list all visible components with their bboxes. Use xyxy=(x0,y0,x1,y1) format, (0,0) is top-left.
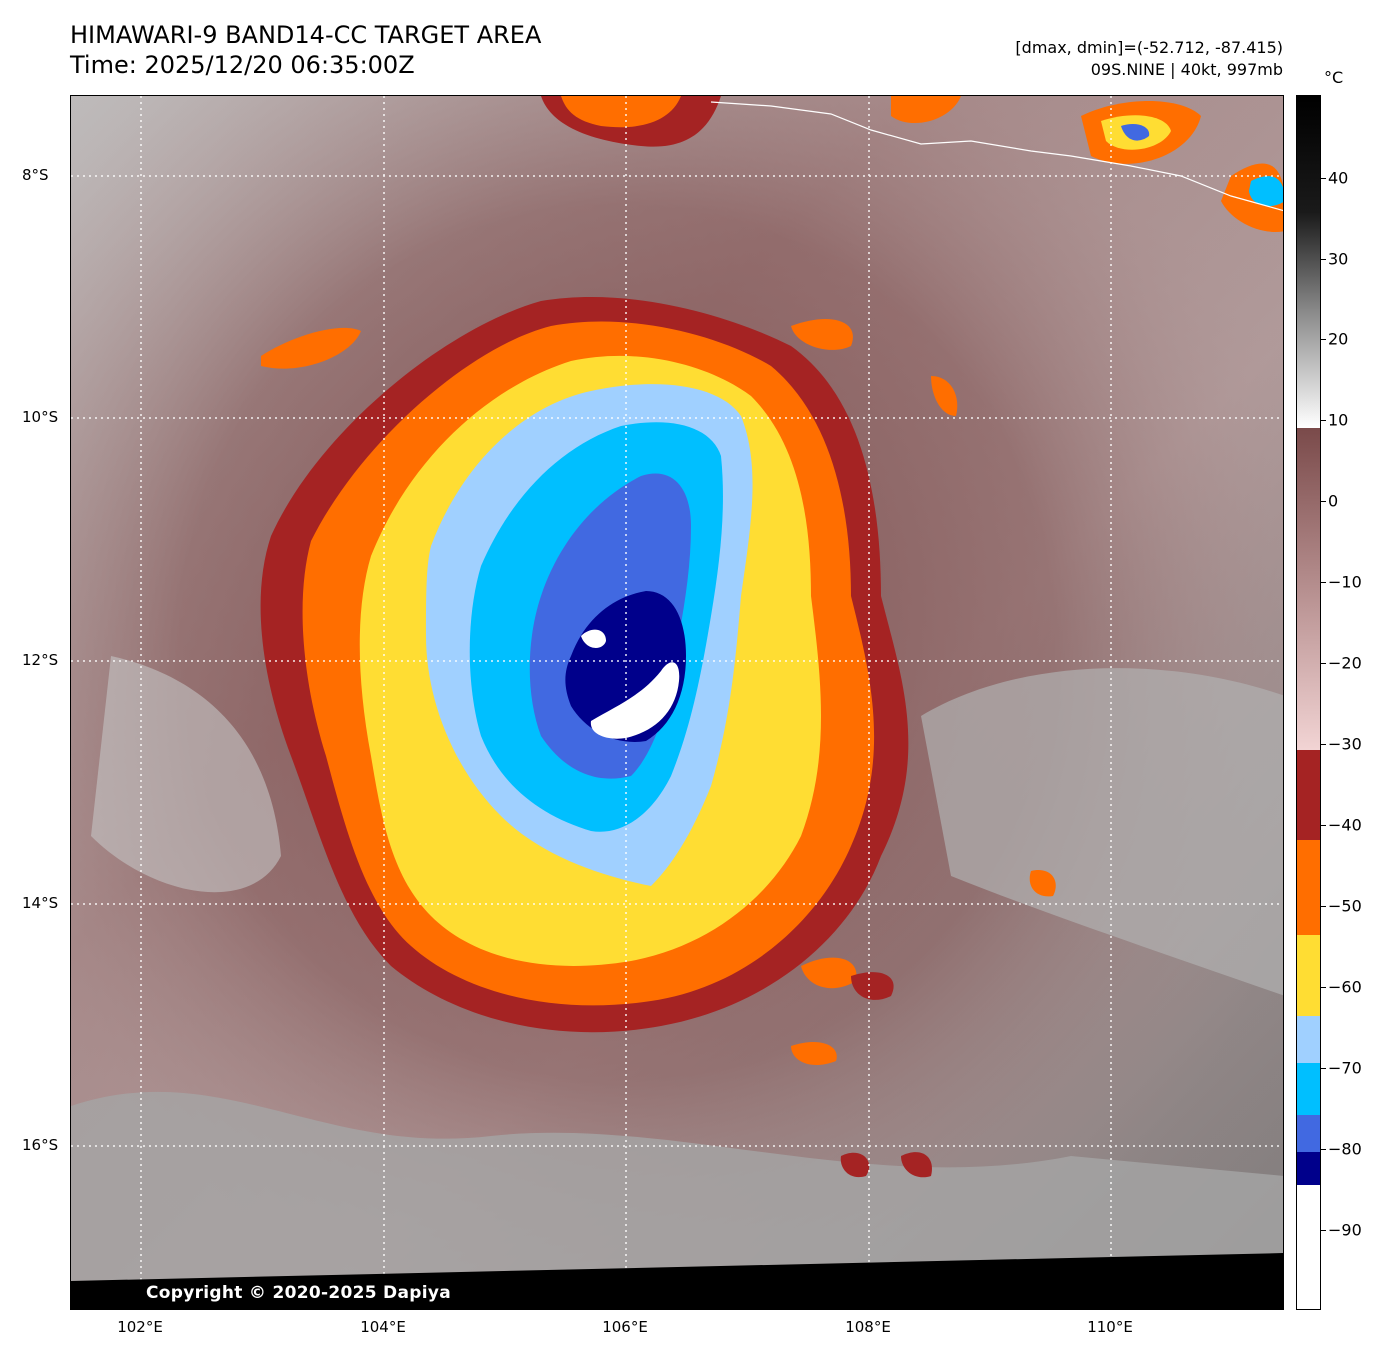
no-data-area xyxy=(71,1253,1283,1309)
coldest-cloud-tops-small xyxy=(581,629,606,648)
clear-sky-region-west xyxy=(91,656,281,893)
lon-label-106e: 106°E xyxy=(602,1318,648,1336)
clear-sky-region-east xyxy=(921,668,1283,996)
colorbar xyxy=(1296,95,1321,1310)
storm-name-intensity: 09S.NINE | 40kt, 997mb xyxy=(1090,60,1283,79)
lat-label-8s: 8°S xyxy=(22,166,49,184)
colorbar-gradient xyxy=(1297,96,1320,1309)
colorbar-label-40: 40 xyxy=(1328,168,1349,188)
satellite-map: Copyright © 2020-2025 Dapiya xyxy=(70,95,1284,1310)
lat-label-14s: 14°S xyxy=(22,894,59,912)
colorbar-label-minus20: −20 xyxy=(1328,653,1362,673)
grid-lines xyxy=(71,96,1283,1309)
convective-system xyxy=(260,297,909,1033)
lon-label-110e: 110°E xyxy=(1087,1318,1133,1336)
title-product: HIMAWARI-9 BAND14-CC TARGET AREA xyxy=(70,21,542,49)
colorbar-label-minus10: −10 xyxy=(1328,572,1362,592)
colorbar-label-10: 10 xyxy=(1328,410,1349,430)
lat-label-16s: 16°S xyxy=(22,1136,59,1154)
scattered-convection xyxy=(261,96,1283,1178)
lat-label-12s: 12°S xyxy=(22,651,59,669)
colorbar-label-minus70: −70 xyxy=(1328,1058,1362,1078)
temperature-range: [dmax, dmin]=(-52.712, -87.415) xyxy=(1015,38,1283,57)
lat-label-10s: 10°S xyxy=(22,408,59,426)
colorbar-label-30: 30 xyxy=(1328,249,1349,269)
colorbar-label-minus40: −40 xyxy=(1328,815,1362,835)
colorbar-label-minus60: −60 xyxy=(1328,977,1362,997)
lon-label-108e: 108°E xyxy=(845,1318,891,1336)
colorbar-label-minus80: −80 xyxy=(1328,1139,1362,1159)
copyright-text: Copyright © 2020-2025 Dapiya xyxy=(146,1283,451,1303)
java-coastline xyxy=(710,101,1283,212)
chart-title: HIMAWARI-9 BAND14-CC TARGET AREA Time: 2… xyxy=(70,20,541,80)
colorbar-label-minus90: −90 xyxy=(1328,1220,1362,1240)
colorbar-label-minus30: −30 xyxy=(1328,734,1362,754)
colorbar-unit: °C xyxy=(1324,68,1344,87)
colorbar-label-20: 20 xyxy=(1328,329,1349,349)
clear-sky-region-south xyxy=(71,1091,1283,1309)
satellite-imagery xyxy=(71,96,1283,1309)
coldest-cloud-tops xyxy=(590,662,680,739)
colorbar-label-0: 0 xyxy=(1328,491,1339,511)
title-time: Time: 2025/12/20 06:35:00Z xyxy=(70,51,415,79)
colorbar-label-minus50: −50 xyxy=(1328,896,1362,916)
lon-label-102e: 102°E xyxy=(117,1318,163,1336)
storm-info: [dmax, dmin]=(-52.712, -87.415) 09S.NINE… xyxy=(1015,37,1283,81)
lon-label-104e: 104°E xyxy=(360,1318,406,1336)
